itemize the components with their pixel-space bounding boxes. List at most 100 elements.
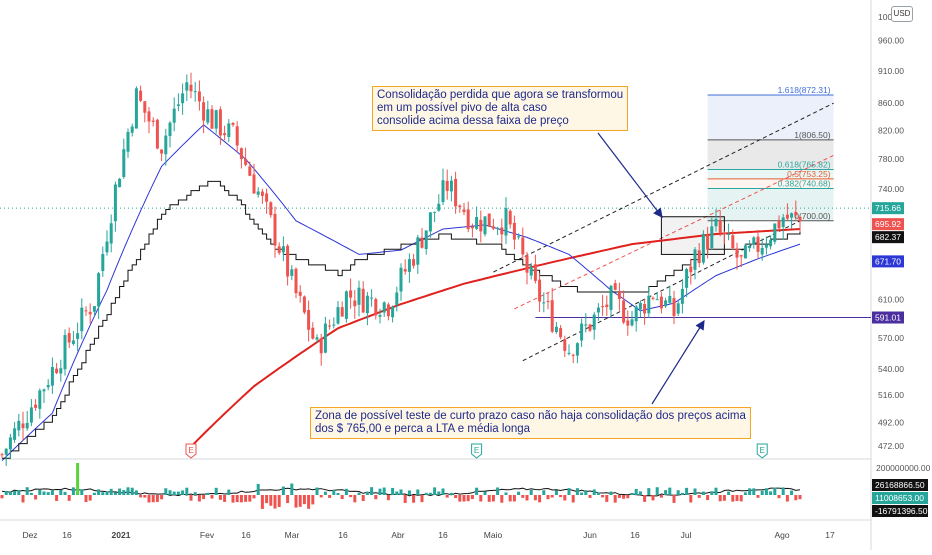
volume-bar [361,495,365,502]
candle-body [731,235,735,249]
candle-body [475,217,479,229]
volume-bar [239,495,243,503]
volume-bar [601,495,605,498]
currency-badge[interactable]: USD [891,6,913,22]
candle-body [286,245,290,277]
volume-bar [785,495,789,502]
earnings-label: E [188,446,193,455]
x-axis-tick: 16 [62,530,72,540]
x-axis-tick: Abr [391,530,404,540]
volume-bar [735,495,739,501]
volume-bar [466,495,470,502]
candle-body [332,324,336,326]
price-label-badge [872,218,904,231]
channel-lower-line [522,220,801,362]
volume-bar [504,492,508,495]
candle-body [546,300,550,302]
volume-bar [529,489,533,495]
candle-body [319,338,323,354]
volume-bar [575,488,579,495]
volume-bar [290,483,294,495]
volume-bar [113,492,117,495]
candle-body [479,219,483,232]
volume-bar [134,490,138,495]
volume-bar [370,487,374,495]
candle-body [794,211,798,216]
volume-bar [483,491,487,495]
volume-bar [462,495,466,502]
y-axis-tick: 740.00 [878,184,904,194]
candle-body [470,226,474,229]
annotation-top[interactable]: Consolidação perdida que agora se transf… [372,86,629,131]
volume-bar [223,495,227,502]
volume-bar [197,495,201,502]
candle-body [118,178,122,188]
volume-bar [710,491,714,495]
x-axis-tick: 2021 [112,530,131,540]
volume-bar [202,495,206,500]
volume-bar [269,495,273,506]
price-label: 671.70 [875,256,901,266]
volume-bar [668,487,672,495]
earnings-badge [185,443,197,459]
candle-body [626,320,630,326]
candle-body [512,222,516,240]
fib-level-label: 1.618(872.31) [778,85,831,95]
candle-body [538,279,542,302]
candle-body [218,109,222,136]
candle-body [651,297,655,299]
volume-bar [214,487,218,495]
volume-bar [118,488,122,495]
y-axis-tick: 516.00 [878,390,904,400]
candle-body [386,304,390,317]
volume-bar [706,495,710,501]
volume-bar [491,495,495,502]
volume-value-badge [872,492,928,504]
volume-bar [13,491,17,495]
candle-body [449,180,453,192]
annotation-bottom[interactable]: Zona de possível teste de curto prazo ca… [310,407,751,439]
candle-body [67,333,71,343]
candle-body [323,323,327,353]
candle-body [38,390,42,409]
volume-bar [790,490,794,495]
candle-body [559,328,563,338]
candle-body [290,269,294,276]
candle-body [172,108,176,123]
candle-body [592,314,596,330]
annotation-arrow [597,132,663,218]
candle-body [109,223,113,244]
candle-body [34,404,38,408]
candle-body [571,354,575,356]
candle-body [160,149,164,154]
volume-bar [638,491,642,495]
price-label: 715.66 [875,203,901,213]
candle-body [441,180,445,203]
y-axis-tick: 910.00 [878,66,904,76]
volume-bar [227,489,231,495]
volume-bar [672,495,676,503]
candle-body [790,213,794,218]
candle-body [428,212,432,232]
candle-body [50,367,54,386]
volume-bar [760,490,764,495]
y-axis-tick: 780.00 [878,154,904,164]
candle-body [659,296,663,309]
candle-body [596,307,600,313]
volume-bar [105,491,109,495]
volume-bar [59,489,63,495]
earnings-badge [471,443,483,459]
candle-body [445,180,449,191]
volume-bar [433,487,437,495]
volume-bar [517,491,521,495]
candle-body [630,319,634,326]
fib-zone [707,188,834,221]
volume-bar [391,487,395,495]
volume-bar [470,495,474,500]
annotation-bottom-line: Zona de possível teste de curto prazo ca… [315,410,746,422]
volume-bar [685,487,689,495]
candle-body [273,213,277,246]
x-axis-tick: Maio [484,530,503,540]
volume-bar [244,495,248,502]
